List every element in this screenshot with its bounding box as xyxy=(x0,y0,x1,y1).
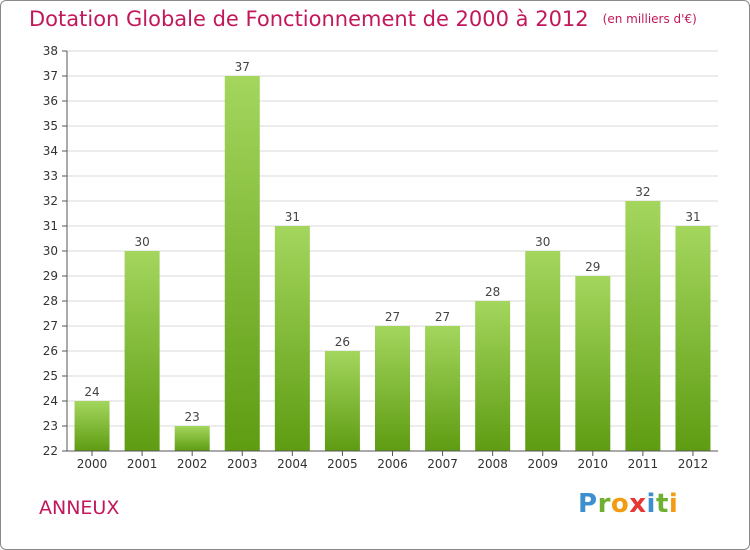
x-tick-label: 2010 xyxy=(578,457,609,471)
bar xyxy=(375,326,410,451)
y-tick-label: 34 xyxy=(43,144,58,158)
y-axis-ticks: 22 23 24 25 26 27 28 29 30 31 32 33 34 35 36 37 38 xyxy=(43,44,67,458)
bar xyxy=(475,301,511,451)
y-tick-label: 36 xyxy=(43,94,58,108)
axes xyxy=(66,51,718,452)
logo-letter: o xyxy=(610,489,630,519)
logo-letter: r xyxy=(597,489,611,519)
y-tick-label: 31 xyxy=(43,219,58,233)
bar xyxy=(124,251,160,451)
y-tick-label: 23 xyxy=(43,419,58,433)
y-tick-label: 25 xyxy=(43,369,58,383)
y-tick-label: 28 xyxy=(43,294,58,308)
logo-letter: P xyxy=(578,489,598,519)
data-label: 31 xyxy=(285,210,300,224)
data-label: 29 xyxy=(585,260,600,274)
y-tick-label: 24 xyxy=(43,394,58,408)
data-label: 27 xyxy=(385,310,400,324)
logo-letter: i xyxy=(646,489,656,519)
data-label: 23 xyxy=(185,410,200,424)
chart-title-text: Dotation Globale de Fonctionnement de 20… xyxy=(29,7,589,31)
x-tick-label: 2000 xyxy=(77,457,108,471)
bar xyxy=(425,326,461,451)
bar xyxy=(224,76,260,451)
x-tick-label: 2002 xyxy=(177,457,208,471)
data-label: 37 xyxy=(235,60,250,74)
data-label: 32 xyxy=(635,185,650,199)
data-label: 28 xyxy=(485,285,500,299)
data-labels: 24 30 23 37 31 26 27 27 28 30 29 32 31 xyxy=(84,60,700,424)
y-tick-label: 35 xyxy=(43,119,58,133)
bars xyxy=(74,76,711,451)
data-label: 30 xyxy=(535,235,550,249)
y-tick-label: 38 xyxy=(43,44,58,58)
x-tick-label: 2009 xyxy=(527,457,558,471)
x-tick-label: 2011 xyxy=(628,457,659,471)
logo-letter: x xyxy=(629,489,647,519)
bar xyxy=(525,251,561,451)
y-tick-label: 26 xyxy=(43,344,58,358)
bar xyxy=(575,276,611,451)
x-tick-label: 2005 xyxy=(327,457,358,471)
chart-subtitle: (en milliers d'€) xyxy=(602,12,697,26)
x-tick-label: 2006 xyxy=(377,457,408,471)
x-tick-label: 2008 xyxy=(477,457,508,471)
x-tick-label: 2001 xyxy=(127,457,158,471)
data-label: 24 xyxy=(84,385,99,399)
x-tick-label: 2007 xyxy=(427,457,458,471)
data-label: 27 xyxy=(435,310,450,324)
y-tick-label: 37 xyxy=(43,69,58,83)
data-label: 26 xyxy=(335,335,350,349)
logo-letter: i xyxy=(668,489,679,519)
x-axis-ticks: 2000 2001 2002 2003 2004 2005 2006 2007 2008 2009… xyxy=(77,451,708,471)
proxiti-logo[interactable]: Proxiti xyxy=(578,489,678,519)
y-tick-label: 27 xyxy=(43,319,58,333)
y-tick-label: 30 xyxy=(43,244,58,258)
bar xyxy=(675,226,711,451)
x-tick-label: 2003 xyxy=(227,457,258,471)
bar xyxy=(74,401,110,451)
x-tick-label: 2012 xyxy=(678,457,709,471)
bar xyxy=(625,201,661,451)
logo-letter: t xyxy=(655,489,669,519)
y-tick-label: 29 xyxy=(43,269,58,283)
y-tick-label: 33 xyxy=(43,169,58,183)
bar xyxy=(174,426,210,451)
data-label: 30 xyxy=(134,235,149,249)
y-tick-label: 32 xyxy=(43,194,58,208)
y-tick-label: 22 xyxy=(43,444,58,458)
data-label: 31 xyxy=(685,210,700,224)
bar xyxy=(274,226,310,451)
chart-title: Dotation Globale de Fonctionnement de 20… xyxy=(29,7,697,31)
x-tick-label: 2004 xyxy=(277,457,308,471)
bar xyxy=(324,351,360,451)
commune-name: ANNEUX xyxy=(39,497,120,519)
